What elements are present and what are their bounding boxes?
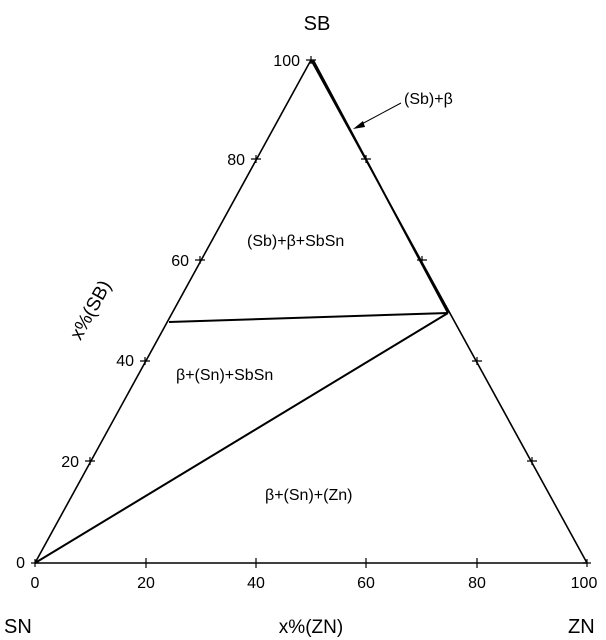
tick-label-left-80: 80 [227, 152, 245, 169]
region-label-sb-beta-sbsn: (Sb)+β+SbSn [247, 233, 344, 250]
bottom-tick-labels: 0 20 40 60 80 100 [31, 575, 598, 592]
tick-right-60 [417, 256, 427, 264]
vertex-label-sb: SB [304, 13, 331, 35]
region-label-sb-beta: (Sb)+β [404, 91, 453, 108]
tick-left-60 [195, 256, 205, 264]
edge-left [34, 59, 312, 564]
left-tick-labels: 0 20 40 60 80 100 [16, 53, 300, 572]
tick-label-bottom-0: 0 [31, 575, 40, 592]
tick-label-left-20: 20 [61, 454, 79, 471]
region-label-beta-sn-sbsn: β+(Sn)+SbSn [176, 367, 273, 384]
tick-right-80 [361, 155, 371, 163]
region-label-beta-sn-zn: β+(Sn)+(Zn) [265, 487, 352, 504]
leader-line [357, 102, 402, 127]
tick-left-20 [85, 457, 95, 465]
tick-label-left-100: 100 [273, 53, 300, 70]
tick-label-left-40: 40 [116, 353, 134, 370]
tick-label-bottom-100: 100 [571, 575, 598, 592]
tick-bottom-0 [31, 559, 39, 567]
tick-marks [31, 56, 591, 568]
tick-label-left-0: 0 [16, 555, 25, 572]
tie-line-near-right-edge [312, 59, 449, 314]
tick-left-100 [306, 56, 316, 64]
arrow-head [353, 121, 365, 129]
tick-label-bottom-80: 80 [468, 575, 486, 592]
tick-bottom-100 [583, 559, 591, 567]
axis-title-sb: x%(SB) [66, 277, 116, 344]
leader-arrow [353, 102, 402, 129]
phase-boundaries [34, 59, 449, 564]
tick-label-bottom-40: 40 [247, 575, 265, 592]
tie-line-diagonal [34, 312, 449, 564]
tick-right-20 [527, 457, 537, 465]
tie-line-horizontal [168, 312, 449, 323]
tick-left-80 [251, 155, 261, 163]
vertex-label-zn: ZN [568, 616, 595, 638]
tick-label-bottom-60: 60 [357, 575, 375, 592]
tick-right-40 [472, 357, 482, 365]
axis-title-zn: x%(ZN) [279, 617, 343, 638]
vertex-label-sn: SN [4, 616, 32, 638]
tick-label-left-60: 60 [171, 253, 189, 270]
tick-label-bottom-20: 20 [137, 575, 155, 592]
tick-left-40 [140, 357, 150, 365]
